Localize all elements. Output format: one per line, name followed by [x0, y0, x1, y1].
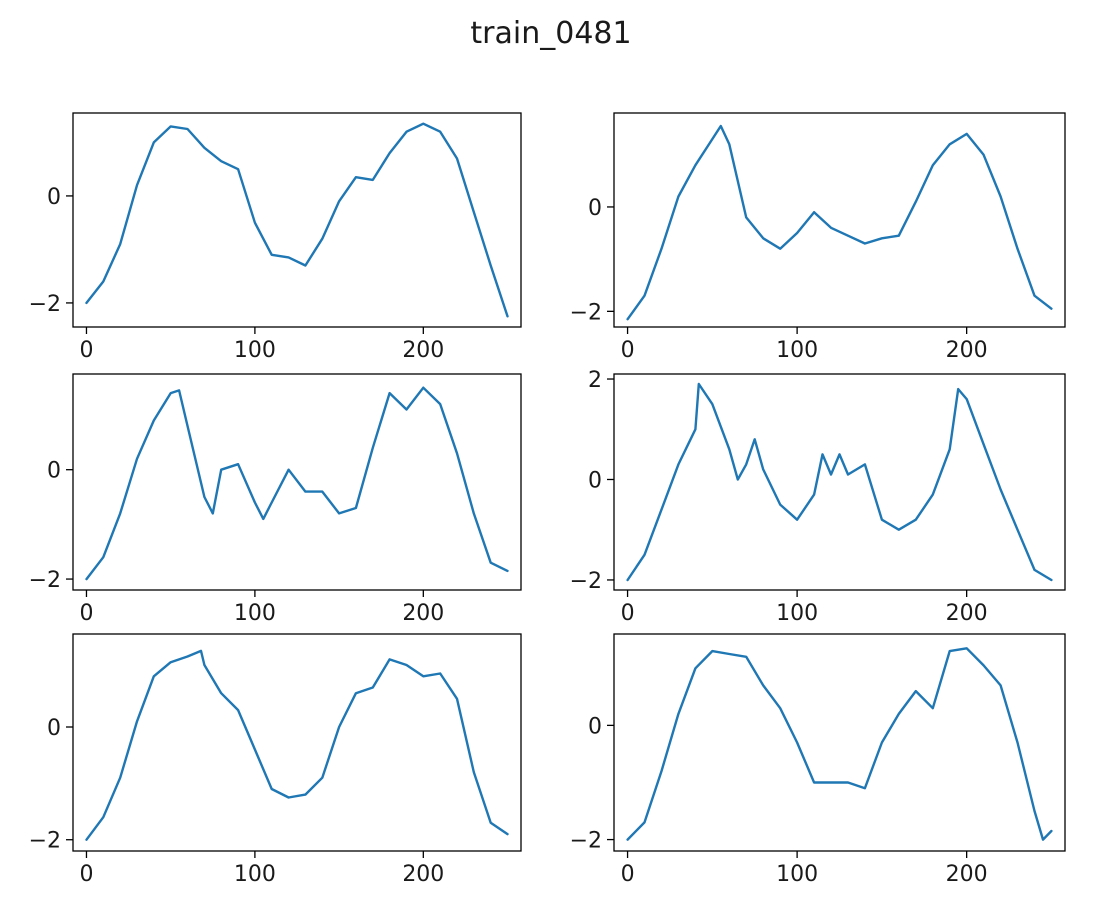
- x-tick-label: 100: [776, 601, 818, 626]
- x-tick-label: 0: [79, 862, 93, 887]
- y-tick-label: 0: [47, 459, 61, 484]
- y-tick-label: 0: [588, 196, 602, 221]
- x-tick-label: 200: [946, 862, 988, 887]
- subplot-top-right: 0 100 200 −2 0: [570, 112, 1066, 363]
- axes-frame: [613, 633, 1066, 852]
- y-tick-label: −2: [570, 829, 602, 854]
- y-tick-label: −2: [570, 569, 602, 594]
- x-tick-label: 200: [946, 338, 988, 363]
- x-tick-label: 100: [776, 862, 818, 887]
- subplot-grid: 0 100 200−200 100 200−200 100 200−200 100 200−20…: [29, 112, 1066, 887]
- x-tick-label: 0: [79, 338, 93, 363]
- subplot-middle-right: 0 100 200 −2 0 2: [570, 368, 1066, 626]
- y-tick-label: 0: [47, 716, 61, 741]
- y-tick-label: −2: [29, 292, 61, 317]
- subplot-bottom-left: 0 100 200 −2 0: [29, 633, 522, 887]
- series-line: [85, 386, 509, 581]
- y-tick-label: −2: [29, 568, 61, 593]
- series-line: [85, 649, 509, 841]
- y-tick-label: −2: [29, 829, 61, 854]
- axes-frame: [613, 112, 1066, 328]
- figure-title: train_0481: [470, 16, 631, 51]
- x-tick-label: 200: [402, 601, 444, 626]
- series-line: [626, 647, 1053, 841]
- x-tick-label: 100: [234, 862, 276, 887]
- y-tick-label: 0: [47, 185, 61, 210]
- y-tick-label: 0: [588, 714, 602, 739]
- series-line: [626, 124, 1053, 321]
- axes-frame: [613, 373, 1066, 591]
- x-tick-label: 0: [621, 601, 635, 626]
- x-tick-label: 200: [402, 862, 444, 887]
- subplot-middle-left: 0 100 200 −2 0: [29, 373, 522, 626]
- x-tick-label: 0: [79, 601, 93, 626]
- subplot-top-left: 0 100 200 −2 0: [29, 112, 522, 363]
- x-tick-label: 0: [621, 338, 635, 363]
- axes-frame: [72, 112, 522, 328]
- x-tick-label: 0: [621, 862, 635, 887]
- x-tick-label: 200: [946, 601, 988, 626]
- subplot-bottom-right: 0 100 200 −2 0: [570, 633, 1066, 887]
- x-tick-label: 100: [234, 601, 276, 626]
- x-tick-label: 200: [402, 338, 444, 363]
- axes-frame: [72, 633, 522, 852]
- x-tick-label: 100: [776, 338, 818, 363]
- series-line: [626, 382, 1053, 582]
- series-line: [85, 122, 509, 318]
- y-tick-label: 2: [588, 368, 602, 393]
- y-tick-label: 0: [588, 468, 602, 493]
- y-tick-label: −2: [570, 300, 602, 325]
- x-tick-label: 100: [234, 338, 276, 363]
